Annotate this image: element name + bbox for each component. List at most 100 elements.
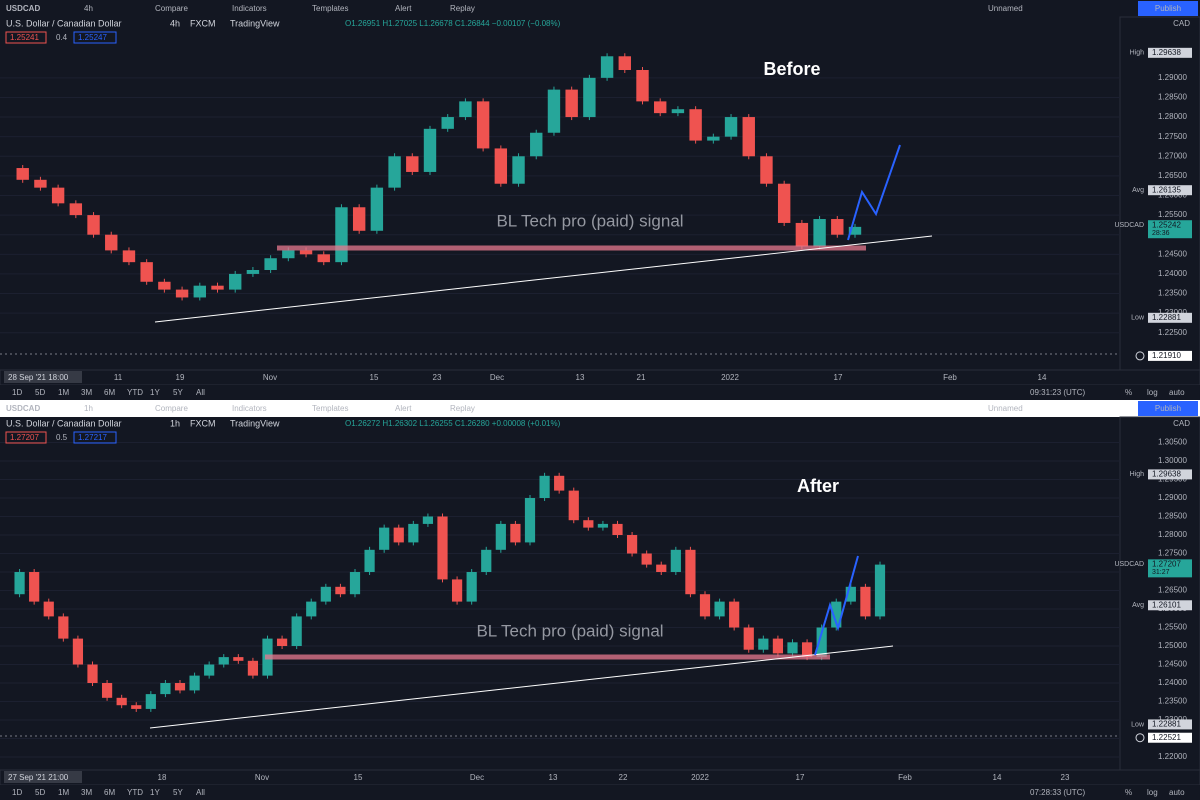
candle — [795, 222, 809, 247]
candle — [211, 285, 224, 290]
scale-option[interactable]: log — [1147, 788, 1158, 797]
x-tick-label: Dec — [490, 373, 504, 382]
y-tick-label: 1.26500 — [1158, 171, 1187, 180]
range-button[interactable]: 1Y — [150, 788, 160, 797]
candle — [160, 683, 171, 695]
toolbar-button[interactable]: Indicators — [232, 4, 267, 13]
price-marker — [1148, 220, 1192, 239]
candle — [29, 572, 40, 602]
countdown: 28:36 — [1152, 230, 1170, 237]
candle — [831, 219, 844, 235]
x-tick-label: Feb — [898, 773, 912, 782]
toolbar-button[interactable]: Alert — [395, 404, 412, 413]
interval[interactable]: 1h — [84, 404, 93, 413]
layout-name[interactable]: Unnamed — [988, 404, 1023, 413]
interval[interactable]: 4h — [84, 4, 93, 13]
price-marker-tag: Low — [1131, 721, 1145, 728]
price-marker-tag: High — [1130, 471, 1145, 478]
bid: 1.25241 — [10, 33, 39, 42]
price-marker-tag: Low — [1131, 315, 1145, 322]
candle — [51, 187, 65, 204]
range-button[interactable]: 1D — [12, 388, 22, 397]
spread: 0.5 — [56, 433, 68, 442]
scale-option[interactable]: log — [1147, 388, 1158, 397]
range-button[interactable]: 6M — [104, 788, 115, 797]
range-button[interactable]: 5D — [35, 388, 45, 397]
y-tick-label: 1.25500 — [1158, 210, 1187, 219]
spread: 0.4 — [56, 33, 68, 42]
range-button[interactable]: 1Y — [150, 388, 160, 397]
x-tick-label: 17 — [834, 373, 843, 382]
projection-arrow — [814, 555, 859, 656]
range-button[interactable]: 1D — [12, 788, 22, 797]
start-time: 28 Sep '21 18:00 — [8, 373, 69, 382]
toolbar-button[interactable]: Templates — [312, 4, 348, 13]
range-button[interactable]: All — [196, 788, 205, 797]
legend-ohlc: O1.26951 H1.27025 L1.26678 C1.26844 −0.0… — [345, 19, 561, 28]
publish-label[interactable]: Publish — [1155, 4, 1181, 13]
range-button[interactable]: All — [196, 388, 205, 397]
candle — [816, 627, 827, 658]
publish-button[interactable] — [1138, 401, 1198, 416]
x-tick-label: 13 — [549, 773, 558, 782]
toolbar-button[interactable]: Alert — [395, 4, 412, 13]
scale-option[interactable]: % — [1125, 788, 1132, 797]
publish-button[interactable] — [1138, 1, 1198, 16]
candle — [189, 675, 200, 691]
range-button[interactable]: YTD — [127, 388, 143, 397]
range-button[interactable]: 5D — [35, 788, 45, 797]
x-tick-label: Nov — [255, 773, 269, 782]
toolbar-button[interactable]: Replay — [450, 404, 475, 413]
x-tick-label: 21 — [637, 373, 646, 382]
candle — [229, 273, 242, 290]
toolbar-button[interactable]: Indicators — [232, 404, 267, 413]
range-button[interactable]: 5Y — [173, 788, 183, 797]
price-marker — [1148, 732, 1192, 743]
ask-box — [73, 31, 117, 44]
toolbar-button[interactable]: Compare — [155, 404, 188, 413]
candle — [539, 475, 550, 499]
candle — [494, 148, 508, 184]
range-button[interactable]: 3M — [81, 788, 92, 797]
candle — [671, 109, 685, 114]
bid-box — [5, 31, 47, 44]
publish-label[interactable]: Publish — [1155, 404, 1181, 413]
toolbar-button[interactable]: Templates — [312, 404, 348, 413]
candle — [352, 207, 366, 231]
price-marker — [1148, 469, 1192, 480]
x-tick-label: 15 — [370, 373, 379, 382]
range-button[interactable]: 6M — [104, 388, 115, 397]
y-tick-label: 1.26500 — [1158, 586, 1187, 595]
candle — [291, 616, 302, 647]
y-tick-label: 1.30000 — [1158, 456, 1187, 465]
price-marker-label: 1.29638 — [1152, 470, 1181, 479]
candle — [481, 549, 492, 573]
range-button[interactable]: 5Y — [173, 388, 183, 397]
y-tick-label: 1.30500 — [1158, 438, 1187, 447]
range-button[interactable]: 1M — [58, 788, 69, 797]
range-button[interactable]: 3M — [81, 388, 92, 397]
legend-title: U.S. Dollar / Canadian Dollar — [6, 418, 122, 428]
layout-name[interactable]: Unnamed — [988, 4, 1023, 13]
scale-option[interactable]: % — [1125, 388, 1132, 397]
toolbar-button[interactable]: Replay — [450, 4, 475, 13]
toolbar — [0, 0, 1200, 17]
candle — [218, 657, 229, 665]
range-button[interactable]: 1M — [58, 388, 69, 397]
signal-label: BL Tech pro (paid) signal — [476, 621, 663, 640]
symbol[interactable]: USDCAD — [6, 404, 40, 413]
scale-option[interactable]: auto — [1169, 788, 1185, 797]
candle — [282, 250, 295, 259]
symbol[interactable]: USDCAD — [6, 4, 40, 13]
candle — [801, 642, 813, 658]
price-marker-tag: Avg — [1132, 187, 1144, 194]
y-tick-label: 1.24500 — [1158, 249, 1187, 258]
toolbar-button[interactable]: Compare — [155, 4, 188, 13]
candle — [787, 642, 798, 654]
candle — [831, 601, 842, 628]
candle — [813, 219, 826, 247]
x-tick-label: 2022 — [691, 773, 709, 782]
range-button[interactable]: YTD — [127, 788, 143, 797]
scale-option[interactable]: auto — [1169, 388, 1185, 397]
